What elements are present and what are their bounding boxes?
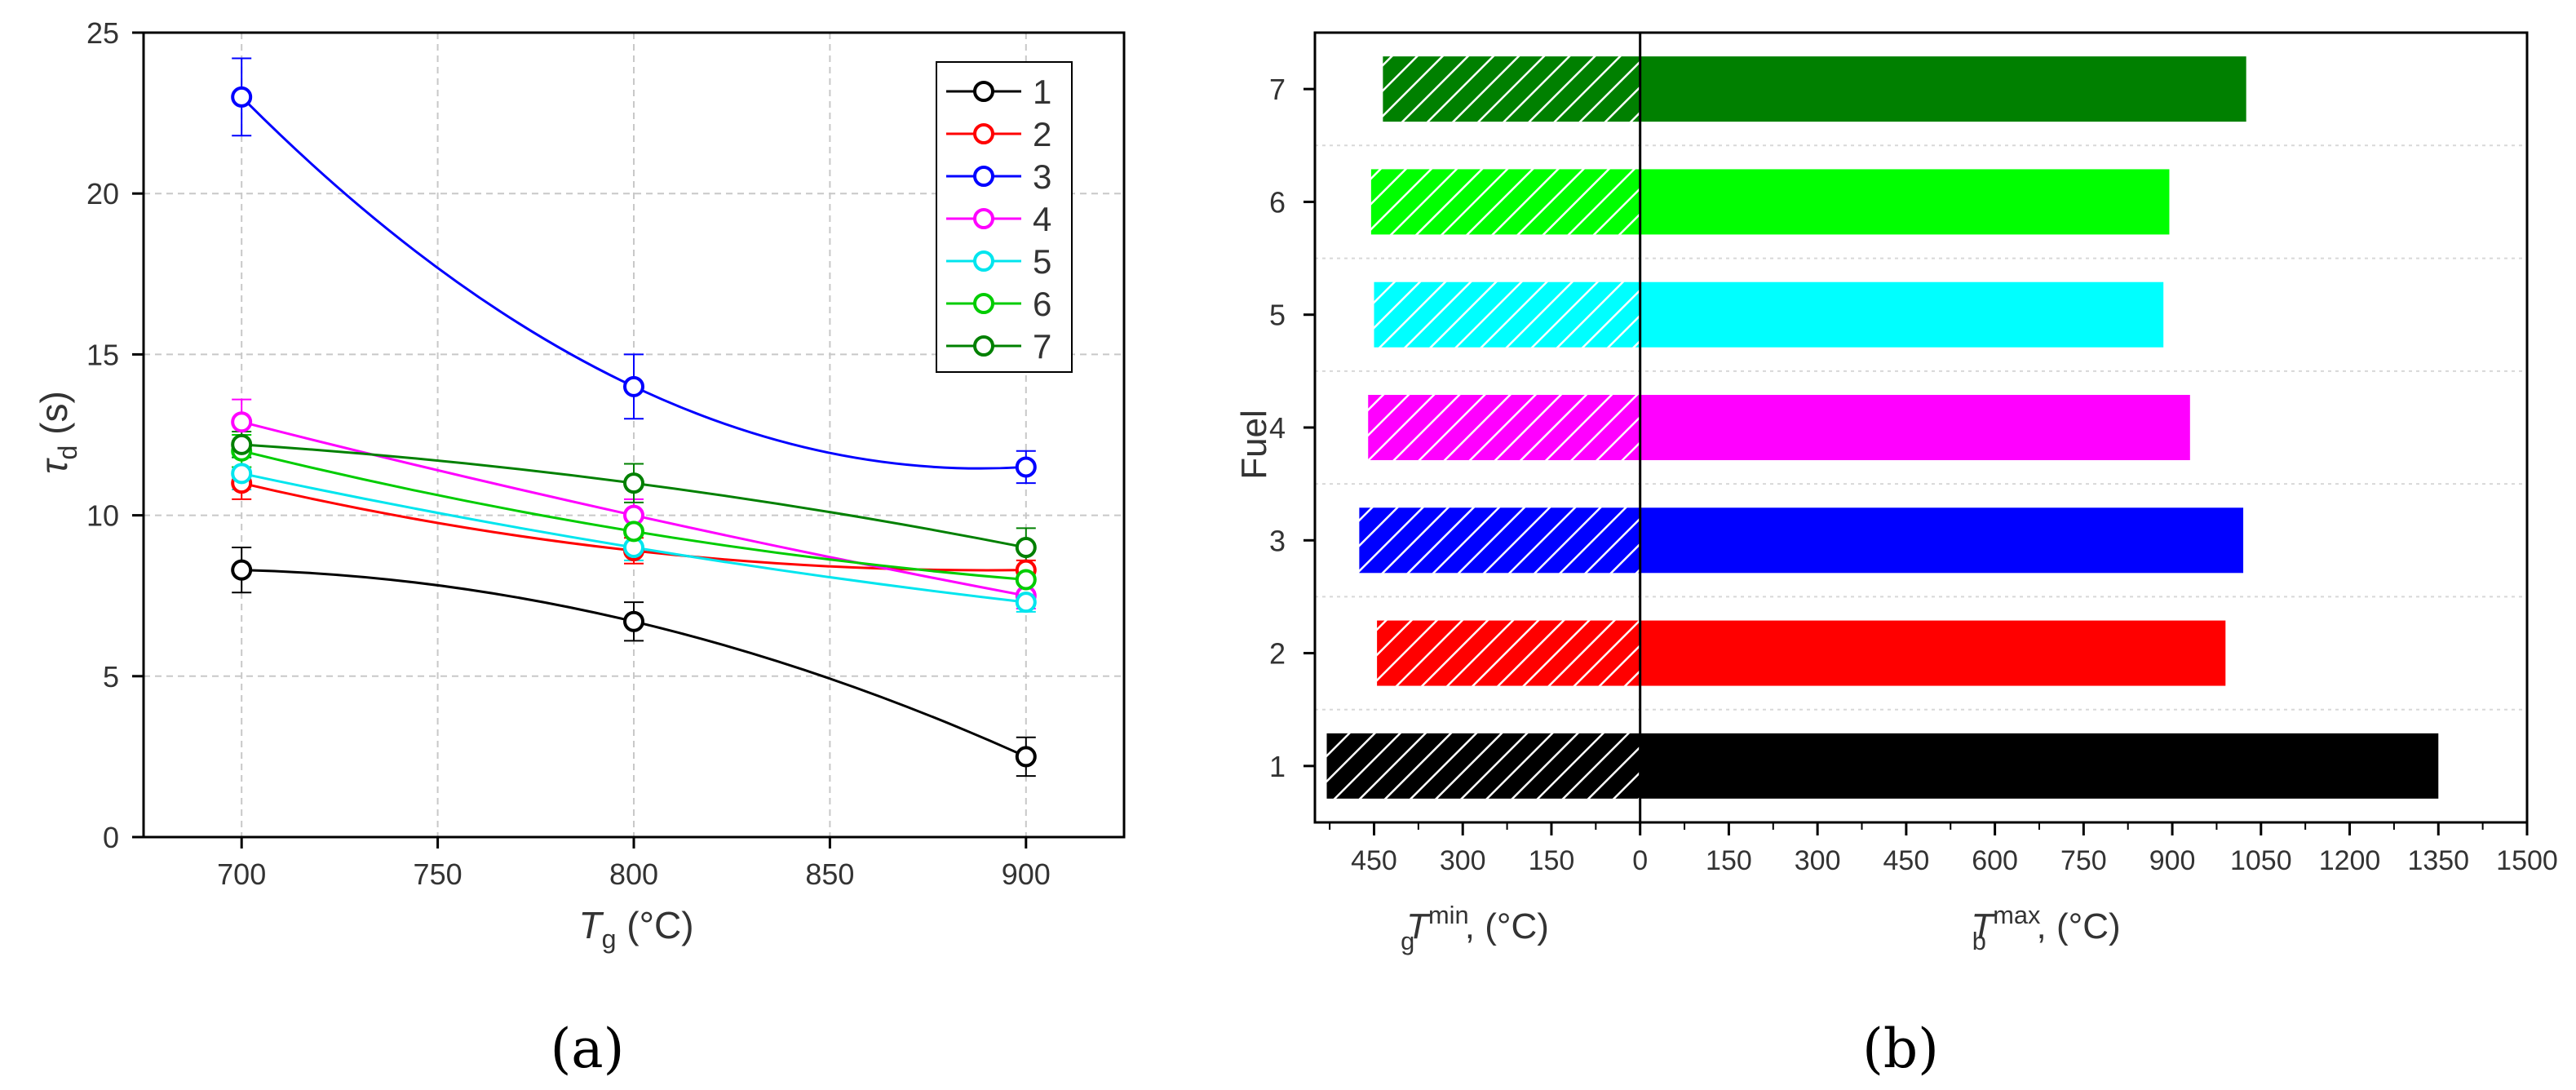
x-tick-label: 750 — [2060, 845, 2107, 876]
x-tick-label: 1200 — [2319, 845, 2381, 876]
y-tick-label: 20 — [86, 177, 119, 210]
bar-tb-max-fuel-1 — [1640, 733, 2439, 799]
legend-label: 4 — [1033, 200, 1051, 238]
x-tick-label: 1500 — [2496, 845, 2558, 876]
x-axis-title-right: Tmax b, (°C) — [1971, 901, 2120, 955]
series-7-point — [1015, 537, 1037, 559]
legend-label: 5 — [1033, 242, 1051, 281]
x-tick-label: 450 — [1351, 845, 1397, 876]
x-tick-label: 1350 — [2407, 845, 2469, 876]
bar-tg-min-fuel-7 — [1383, 56, 1640, 122]
y-tick-label: 5 — [103, 660, 119, 693]
bar-tb-max-fuel-7 — [1640, 56, 2246, 122]
series-1-point — [623, 610, 644, 632]
y-tick-label: 2 — [1269, 637, 1286, 671]
y-tick-label: 7 — [1269, 73, 1286, 106]
panel-b-label: (b) — [1862, 1017, 1939, 1080]
series-5-point — [1015, 592, 1037, 614]
series-7-point — [231, 433, 253, 455]
x-tick-label: 800 — [609, 857, 658, 891]
bar-tb-max-fuel-3 — [1640, 507, 2244, 574]
panel-a-label: (a) — [551, 1017, 625, 1080]
y-tick-label: 4 — [1269, 411, 1286, 445]
legend-marker — [973, 293, 994, 314]
y-tick-label: 6 — [1269, 185, 1286, 219]
y-tick-label: 5 — [1269, 299, 1286, 332]
x-tick-label: 0 — [1632, 845, 1648, 876]
legend-marker — [973, 335, 994, 357]
y-tick-label: 10 — [86, 499, 119, 533]
series-3-point — [231, 86, 253, 108]
legend-label: 3 — [1033, 157, 1051, 196]
x-tick-label: 450 — [1883, 845, 1930, 876]
bar-tg-min-fuel-3 — [1359, 507, 1640, 574]
y-tick-label: 3 — [1269, 524, 1286, 557]
legend-marker — [973, 81, 994, 102]
y-tick-label: 15 — [86, 338, 119, 371]
series-3-point — [1015, 456, 1037, 478]
legend-label: 2 — [1033, 115, 1051, 153]
bar-tg-min-fuel-6 — [1370, 169, 1640, 235]
series-3-point — [623, 375, 644, 397]
legend-box — [936, 61, 1073, 373]
bar-tb-max-fuel-5 — [1640, 281, 2164, 348]
x-tick-label: 1050 — [2230, 845, 2292, 876]
x-tick-label: 900 — [1002, 857, 1051, 891]
x-tick-label: 750 — [414, 857, 463, 891]
legend-marker — [973, 123, 994, 144]
x-axis-title: Tg (°C) — [578, 904, 693, 954]
x-tick-label: 850 — [805, 857, 854, 891]
y-tick-label: 0 — [103, 821, 119, 854]
x-axis-title-left: Tmin g, (°C) — [1401, 901, 1549, 955]
series-1-point — [231, 559, 253, 581]
x-tick-label: 600 — [1972, 845, 2018, 876]
legend-label: 6 — [1033, 285, 1051, 323]
bar-tg-min-fuel-5 — [1374, 281, 1640, 348]
bar-tb-max-fuel-6 — [1640, 169, 2170, 235]
bar-tg-min-fuel-1 — [1326, 733, 1640, 799]
series-7-point — [623, 472, 644, 494]
bar-tb-max-fuel-4 — [1640, 395, 2190, 460]
series-6-point — [1015, 569, 1037, 591]
x-tick-label: 300 — [1795, 845, 1841, 876]
bar-tb-max-fuel-2 — [1640, 620, 2226, 686]
bar-tg-min-fuel-4 — [1368, 395, 1640, 460]
x-tick-label: 150 — [1706, 845, 1752, 876]
series-5-point — [231, 463, 253, 485]
y-tick-label: 25 — [86, 16, 119, 50]
legend-label: 7 — [1033, 327, 1051, 366]
x-tick-label: 700 — [217, 857, 266, 891]
legend-label: 1 — [1033, 73, 1051, 111]
series-4-point — [231, 411, 253, 433]
x-tick-label: 900 — [2149, 845, 2196, 876]
legend-marker — [973, 250, 994, 272]
legend-marker — [973, 166, 994, 187]
series-6-point — [623, 521, 644, 543]
series-1-point — [1015, 746, 1037, 768]
y-tick-label: 1 — [1269, 750, 1286, 783]
bar-tg-min-fuel-2 — [1377, 620, 1640, 686]
x-tick-label: 150 — [1529, 845, 1575, 876]
y-axis-title: Fuel — [1234, 410, 1274, 480]
legend-marker — [973, 208, 994, 229]
x-tick-label: 300 — [1440, 845, 1486, 876]
y-axis-title: τd (s) — [33, 391, 82, 474]
